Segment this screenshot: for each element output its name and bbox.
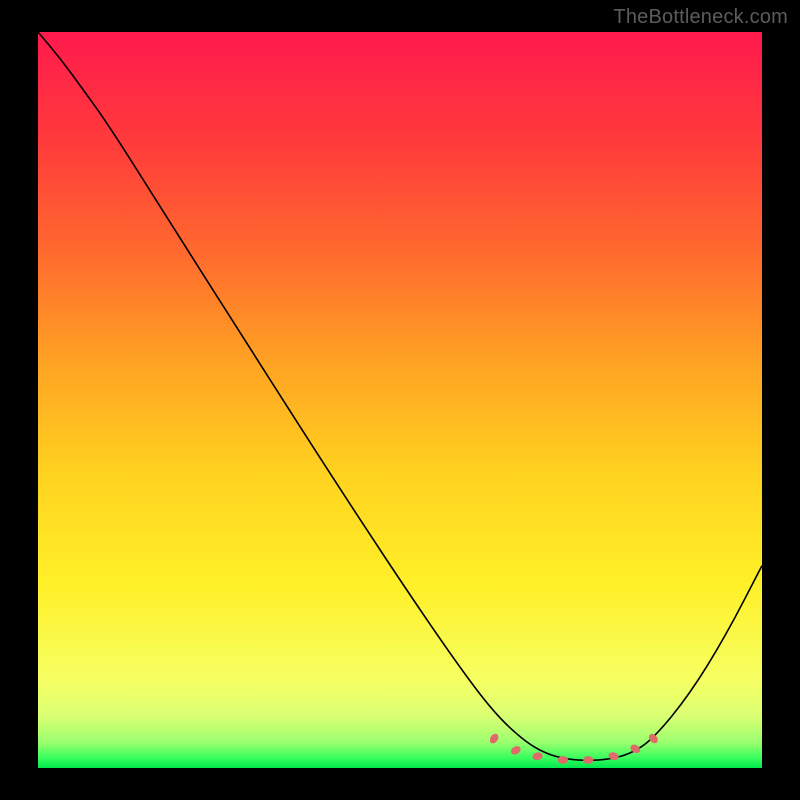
plot-area	[38, 32, 762, 768]
chart-frame: TheBottleneck.com	[0, 0, 800, 800]
optimal-marker	[558, 756, 568, 764]
heat-gradient-background	[38, 32, 762, 768]
optimal-marker	[583, 756, 593, 764]
watermark-text: TheBottleneck.com	[613, 6, 788, 29]
bottleneck-curve-chart	[38, 32, 762, 768]
